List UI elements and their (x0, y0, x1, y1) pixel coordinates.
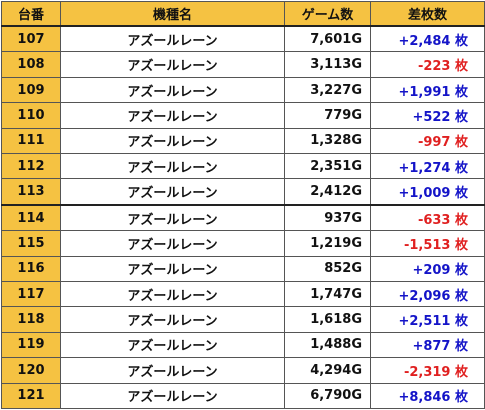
machine-number-cell: 118 (1, 306, 61, 333)
coin-difference-cell: +1,009 枚 (370, 178, 485, 206)
machine-name-cell: アズールレーン (60, 178, 285, 206)
coin-difference-cell: -633 枚 (370, 203, 485, 232)
machine-number-cell: 112 (1, 152, 61, 180)
coin-difference-cell: -223 枚 (370, 51, 485, 78)
machine-name-cell: アズールレーン (60, 280, 285, 308)
table-row: 112 アズールレーン 2,351G +1,274 枚 (1, 152, 485, 180)
header-game-count: ゲーム数 (284, 1, 371, 27)
machine-name-cell: アズールレーン (60, 25, 285, 53)
game-count-cell: 1,219G (284, 230, 371, 257)
game-count-cell: 6,790G (284, 382, 371, 410)
header-machine-name: 機種名 (60, 1, 285, 27)
table-header: 台番 機種名 ゲーム数 差枚数 (1, 1, 485, 27)
game-count-cell: 1,618G (284, 306, 371, 333)
coin-difference-cell: +522 枚 (370, 102, 485, 129)
table-row: 108 アズールレーン 3,113G -223 枚 (1, 51, 485, 78)
table-row: 113 アズールレーン 2,412G +1,009 枚 (1, 178, 485, 206)
header-coin-difference: 差枚数 (370, 1, 485, 27)
table-row: 109 アズールレーン 3,227G +1,991 枚 (1, 76, 485, 104)
coin-difference-cell: +877 枚 (370, 331, 485, 359)
game-count-cell: 7,601G (284, 25, 371, 53)
table-row: 121 アズールレーン 6,790G +8,846 枚 (1, 382, 485, 410)
table-body: 107 アズールレーン 7,601G +2,484 枚 108 アズールレーン 3,113G… (1, 25, 485, 410)
table-row: 116 アズールレーン 852G +209 枚 (1, 255, 485, 283)
machine-number-cell: 110 (1, 102, 61, 129)
table-row: 110 アズールレーン 779G +522 枚 (1, 102, 485, 129)
game-count-cell: 1,747G (284, 280, 371, 308)
machine-number-cell: 111 (1, 127, 61, 154)
game-count-cell: 2,412G (284, 178, 371, 206)
table-row: 119 アズールレーン 1,488G +877 枚 (1, 331, 485, 359)
table-row: 111 アズールレーン 1,328G -997 枚 (1, 127, 485, 154)
machine-number-cell: 108 (1, 51, 61, 78)
table-row: 107 アズールレーン 7,601G +2,484 枚 (1, 25, 485, 53)
game-count-cell: 779G (284, 102, 371, 129)
machine-name-cell: アズールレーン (60, 203, 285, 232)
coin-difference-cell: +8,846 枚 (370, 382, 485, 410)
table-row: 120 アズールレーン 4,294G -2,319 枚 (1, 357, 485, 384)
header-machine-number: 台番 (1, 1, 61, 27)
game-count-cell: 3,113G (284, 51, 371, 78)
game-count-cell: 2,351G (284, 152, 371, 180)
machine-name-cell: アズールレーン (60, 51, 285, 78)
game-count-cell: 1,328G (284, 127, 371, 154)
machine-name-cell: アズールレーン (60, 152, 285, 180)
machine-number-cell: 117 (1, 280, 61, 308)
game-count-cell: 937G (284, 203, 371, 232)
machine-name-cell: アズールレーン (60, 306, 285, 333)
machine-name-cell: アズールレーン (60, 76, 285, 104)
machine-number-cell: 114 (1, 203, 61, 232)
machine-name-cell: アズールレーン (60, 331, 285, 359)
machine-name-cell: アズールレーン (60, 230, 285, 257)
coin-difference-cell: +2,484 枚 (370, 25, 485, 53)
game-count-cell: 3,227G (284, 76, 371, 104)
game-count-cell: 4,294G (284, 357, 371, 384)
coin-difference-cell: -2,319 枚 (370, 357, 485, 384)
table-row: 118 アズールレーン 1,618G +2,511 枚 (1, 306, 485, 333)
machine-number-cell: 116 (1, 255, 61, 283)
coin-difference-cell: +1,991 枚 (370, 76, 485, 104)
machine-name-cell: アズールレーン (60, 255, 285, 283)
machine-number-cell: 115 (1, 230, 61, 257)
game-count-cell: 1,488G (284, 331, 371, 359)
machine-number-cell: 107 (1, 25, 61, 53)
coin-difference-cell: +209 枚 (370, 255, 485, 283)
machine-number-cell: 119 (1, 331, 61, 359)
coin-difference-cell: +2,511 枚 (370, 306, 485, 333)
machine-number-cell: 109 (1, 76, 61, 104)
header-row: 台番 機種名 ゲーム数 差枚数 (1, 1, 485, 27)
coin-difference-cell: +2,096 枚 (370, 280, 485, 308)
coin-difference-cell: +1,274 枚 (370, 152, 485, 180)
table-row: 115 アズールレーン 1,219G -1,513 枚 (1, 230, 485, 257)
table-row: 117 アズールレーン 1,747G +2,096 枚 (1, 280, 485, 308)
machine-name-cell: アズールレーン (60, 382, 285, 410)
coin-difference-cell: -1,513 枚 (370, 230, 485, 257)
table-row: 114 アズールレーン 937G -633 枚 (1, 203, 485, 232)
coin-difference-cell: -997 枚 (370, 127, 485, 154)
machine-name-cell: アズールレーン (60, 127, 285, 154)
machine-number-cell: 121 (1, 382, 61, 410)
machine-number-cell: 113 (1, 178, 61, 206)
machine-name-cell: アズールレーン (60, 357, 285, 384)
machine-name-cell: アズールレーン (60, 102, 285, 129)
game-count-cell: 852G (284, 255, 371, 283)
machine-number-cell: 120 (1, 357, 61, 384)
